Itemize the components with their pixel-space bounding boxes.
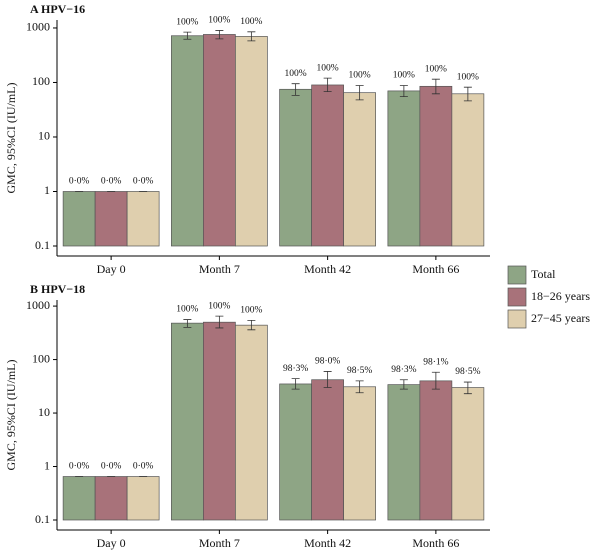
error-bar	[291, 83, 300, 96]
y-tick-label: 0.1	[35, 512, 50, 526]
bar	[279, 88, 312, 247]
y-tick-label: 1	[44, 183, 50, 197]
bar	[62, 191, 96, 247]
error-bar	[247, 320, 256, 331]
x-tick-label: Month 42	[304, 262, 351, 276]
panel-title: A HPV−16	[30, 2, 85, 16]
data-label: 100%	[317, 63, 339, 73]
bar	[171, 35, 204, 247]
error-bar	[355, 85, 364, 101]
error-bar	[323, 77, 332, 93]
data-label: 100%	[457, 72, 479, 82]
y-tick-label: 10	[38, 405, 50, 419]
bar	[126, 191, 160, 247]
error-bar	[323, 371, 332, 388]
x-tick-label: Month 66	[412, 536, 459, 550]
data-label: 98·0%	[315, 357, 340, 367]
legend-label: 18−26 years	[531, 289, 590, 303]
legend-label: Total	[531, 267, 556, 281]
bar	[387, 90, 421, 247]
x-tick-label: Month 42	[304, 536, 351, 550]
y-tick-label: 10	[38, 129, 50, 143]
error-bar	[431, 371, 440, 390]
error-bar	[463, 381, 472, 395]
data-label: 100%	[393, 71, 415, 81]
y-tick-label: 1000	[26, 20, 50, 34]
bar	[94, 476, 128, 521]
error-bar	[183, 319, 192, 328]
data-label: 100%	[208, 16, 230, 26]
legend-key	[507, 309, 527, 329]
bar	[279, 383, 312, 521]
error-bar	[247, 31, 256, 42]
data-label: 0·0%	[69, 177, 90, 187]
data-label: 0·0%	[133, 462, 154, 472]
bar	[235, 36, 268, 247]
bar	[387, 384, 421, 521]
bar	[451, 387, 485, 521]
bar	[203, 34, 236, 247]
bar	[94, 191, 128, 247]
bar	[235, 324, 268, 521]
bar	[343, 386, 376, 521]
error-bar	[399, 85, 408, 98]
bar	[171, 322, 204, 521]
bar	[451, 93, 485, 247]
bar	[62, 476, 96, 521]
error-bar	[355, 380, 364, 394]
error-bar	[215, 315, 224, 329]
data-label: 100%	[285, 69, 307, 79]
y-tick-label: 100	[32, 351, 50, 365]
panel-title: B HPV−18	[30, 282, 85, 296]
y-axis-label: GMC, 95%CI (IU/mL)	[4, 360, 18, 471]
error-bar	[215, 30, 224, 40]
bar	[419, 85, 453, 247]
legend-key	[507, 287, 527, 307]
x-tick-label: Month 7	[199, 262, 240, 276]
bar	[343, 92, 376, 247]
y-tick-label: 1000	[26, 298, 50, 312]
x-tick-label: Day 0	[97, 536, 126, 550]
x-tick-label: Month 7	[199, 536, 240, 550]
y-tick-label: 100	[32, 74, 50, 88]
error-bar	[291, 378, 300, 390]
data-label: 98·1%	[423, 357, 448, 367]
y-axis-label: GMC, 95%CI (IU/mL)	[4, 83, 18, 194]
y-tick-label: 1	[44, 458, 50, 472]
data-label: 100%	[425, 64, 447, 74]
legend-key	[507, 265, 527, 285]
data-label: 0·0%	[101, 177, 122, 187]
bar	[126, 476, 160, 521]
bar	[419, 380, 453, 521]
bar	[311, 379, 344, 521]
data-label: 98·3%	[283, 364, 308, 374]
data-label: 98·5%	[347, 366, 372, 376]
x-tick-label: Day 0	[97, 262, 126, 276]
data-label: 0·0%	[133, 177, 154, 187]
data-label: 100%	[349, 71, 371, 81]
data-label: 100%	[240, 306, 262, 316]
bar	[311, 84, 344, 247]
data-label: 98·3%	[391, 365, 416, 375]
data-label: 100%	[208, 301, 230, 311]
y-tick-label: 0.1	[35, 238, 50, 252]
error-bar	[463, 86, 472, 102]
error-bar	[399, 379, 408, 390]
error-bar	[183, 31, 192, 40]
legend-label: 27−45 years	[531, 311, 590, 325]
data-label: 100%	[176, 305, 198, 315]
error-bar	[431, 78, 440, 95]
data-label: 98·5%	[455, 367, 480, 377]
data-label: 0·0%	[101, 462, 122, 472]
x-tick-label: Month 66	[412, 262, 459, 276]
data-label: 0·0%	[69, 462, 90, 472]
data-label: 100%	[240, 17, 262, 27]
data-label: 100%	[176, 17, 198, 27]
bar	[203, 321, 236, 521]
